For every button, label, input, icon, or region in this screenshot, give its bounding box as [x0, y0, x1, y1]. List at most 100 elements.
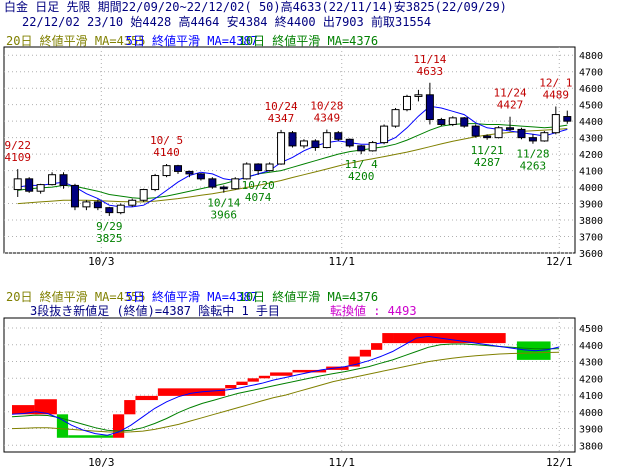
annotation-date: 9/29 — [96, 220, 123, 233]
annotation-date: 12/ 1 — [539, 76, 572, 89]
bottom-chart-frame — [3, 317, 576, 453]
bottom-ma10-line — [11, 343, 560, 432]
candle-body — [402, 95, 411, 111]
annotation-date: 11/28 — [516, 148, 549, 161]
top-ma10-line — [17, 123, 568, 200]
candle-body — [162, 165, 171, 177]
candle-body — [299, 140, 308, 147]
new-price-brick — [157, 388, 226, 396]
annotation-date: 11/14 — [413, 53, 446, 66]
annotation-value: 4140 — [153, 146, 180, 159]
top-y-tick-label: 4600 — [579, 84, 603, 95]
candle-body — [506, 127, 515, 130]
candle-body — [36, 184, 45, 192]
top-y-tick-label: 3700 — [579, 233, 603, 244]
bottom-x-tick-label: 10/3 — [88, 456, 115, 469]
candle-body — [13, 178, 22, 191]
candle-body — [116, 204, 125, 214]
candle-body — [368, 142, 377, 152]
annotation-date: 11/24 — [493, 87, 526, 100]
candle-body — [25, 178, 34, 192]
annotation-date: 10/20 — [242, 179, 275, 192]
new-price-brick — [247, 378, 259, 382]
top-y-tick-label: 4300 — [579, 134, 603, 145]
top-x-tick-label: 12/1 — [546, 255, 573, 268]
candle-body — [151, 175, 160, 191]
candle-body — [540, 132, 549, 142]
new-price-brick — [68, 435, 113, 438]
annotation-value: 4287 — [474, 156, 501, 169]
new-price-brick — [258, 375, 271, 379]
candle-body — [391, 109, 400, 127]
annotation-date: 10/24 — [264, 100, 297, 113]
candle-body — [196, 173, 205, 180]
bottom-y-tick-label: 4300 — [579, 358, 603, 369]
top-y-tick-label: 3800 — [579, 216, 603, 227]
annotation-date: 11/ 4 — [345, 158, 378, 171]
top-y-tick-label: 4400 — [579, 117, 603, 128]
top-x-tick-label: 11/1 — [328, 255, 355, 268]
annotation-value: 4200 — [348, 170, 375, 183]
new-price-brick — [359, 349, 372, 357]
new-price-brick — [348, 356, 360, 367]
bottom-y-tick-label: 4400 — [579, 341, 603, 352]
candle-body — [93, 201, 102, 209]
new-price-brick — [371, 343, 383, 350]
new-price-brick — [326, 366, 349, 370]
header-line-2: 22/12/02 23/10 始4428 高4464 安4384 終4400 出… — [22, 15, 432, 29]
candle-body — [254, 163, 263, 172]
top-y-tick-label: 4800 — [579, 51, 603, 62]
annotation-value: 4109 — [4, 151, 31, 164]
candle-body — [288, 132, 297, 147]
annotation-date: 9/22 — [4, 139, 31, 152]
annotation-value: 4074 — [245, 191, 272, 204]
bottom-ma5-line — [11, 335, 560, 436]
candle-body — [460, 117, 469, 127]
legend-entry-3: 10日 終値平滑 MA=4376 — [239, 289, 378, 304]
bottom-x-tick-label: 12/1 — [546, 456, 573, 469]
new-price-status: 3段抜き新値足 (終値)=4387 陰転中 1 手目 — [30, 303, 280, 318]
new-price-brick — [236, 381, 248, 385]
candle-body — [82, 201, 91, 208]
annotation-value: 4489 — [543, 88, 570, 101]
legend-entry-2: 5日 終値平滑 MA=4387 — [126, 289, 258, 304]
legend-entry-1: 20日 終値平滑 MA=4355 — [6, 33, 145, 48]
new-price-brick — [12, 405, 35, 415]
new-price-brick — [382, 333, 394, 344]
candle-body — [59, 174, 68, 186]
new-price-brick — [56, 414, 69, 438]
annotation-value: 4263 — [520, 160, 547, 173]
bottom-y-tick-label: 4100 — [579, 391, 603, 402]
annotation-date: 10/14 — [207, 197, 240, 210]
top-y-tick-label: 4500 — [579, 101, 603, 112]
annotation-date: 10/28 — [310, 100, 343, 113]
candle-body — [265, 163, 274, 172]
top-y-tick-label: 4700 — [579, 68, 603, 79]
annotation-value: 4633 — [417, 65, 444, 78]
candle-body — [70, 184, 79, 208]
candle-body — [128, 199, 137, 206]
top-y-tick-label: 4200 — [579, 150, 603, 161]
new-price-brick — [124, 400, 136, 415]
candle-body — [139, 189, 148, 201]
top-y-tick-label: 4000 — [579, 183, 603, 194]
top-y-tick-label: 4100 — [579, 167, 603, 178]
candle-body — [345, 138, 354, 147]
candle-body — [277, 132, 286, 165]
bottom-y-tick-label: 4000 — [579, 408, 603, 419]
candle-body — [219, 186, 228, 190]
annotation-value: 4349 — [314, 112, 341, 125]
annotation-value: 3966 — [211, 209, 238, 222]
candle-body — [483, 135, 492, 139]
top-y-tick-label: 3900 — [579, 200, 603, 211]
candle-body — [242, 163, 251, 180]
annotation-value: 4427 — [497, 99, 524, 112]
annotation-value: 3825 — [96, 232, 123, 245]
new-price-brick — [292, 369, 327, 373]
candle-body — [448, 117, 457, 125]
bottom-y-tick-label: 3800 — [579, 441, 603, 452]
annotation-value: 4347 — [268, 112, 295, 125]
candle-body — [105, 207, 114, 214]
candle-body — [517, 128, 526, 139]
